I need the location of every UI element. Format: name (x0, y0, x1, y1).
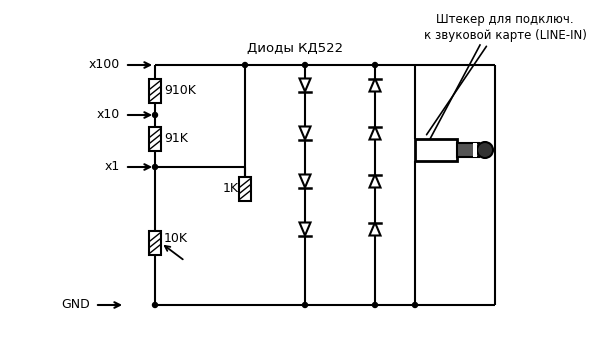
Bar (149, 79, 161, 103)
Text: 91K: 91K (164, 132, 188, 145)
Polygon shape (370, 126, 380, 139)
Polygon shape (299, 175, 311, 188)
Polygon shape (299, 126, 311, 139)
Text: 910K: 910K (164, 85, 196, 98)
Polygon shape (299, 78, 311, 91)
Circle shape (302, 63, 308, 68)
Text: 1K: 1K (223, 183, 239, 195)
Polygon shape (370, 222, 380, 235)
Text: x100: x100 (89, 58, 120, 72)
Bar (457, 143, 479, 157)
Circle shape (302, 302, 308, 307)
Circle shape (152, 112, 157, 117)
Bar (149, 127, 161, 151)
Text: Штекер для подключ.: Штекер для подключ. (436, 13, 574, 27)
Circle shape (242, 63, 248, 68)
Circle shape (152, 302, 157, 307)
Polygon shape (370, 175, 380, 188)
Circle shape (477, 142, 493, 158)
Bar (415, 139, 457, 161)
Circle shape (373, 302, 377, 307)
Text: 10K: 10K (164, 233, 188, 246)
Bar (473, 143, 477, 157)
Polygon shape (370, 78, 380, 91)
Bar (149, 231, 161, 255)
Text: к звуковой карте (LINE-IN): к звуковой карте (LINE-IN) (424, 28, 586, 41)
Text: GND: GND (61, 298, 90, 311)
Polygon shape (299, 222, 311, 235)
Text: x10: x10 (97, 108, 120, 122)
Circle shape (413, 302, 418, 307)
Circle shape (152, 165, 157, 170)
Bar (239, 177, 251, 201)
Text: x1: x1 (105, 161, 120, 174)
Text: Диоды КД522: Диоды КД522 (247, 41, 343, 54)
Circle shape (373, 63, 377, 68)
